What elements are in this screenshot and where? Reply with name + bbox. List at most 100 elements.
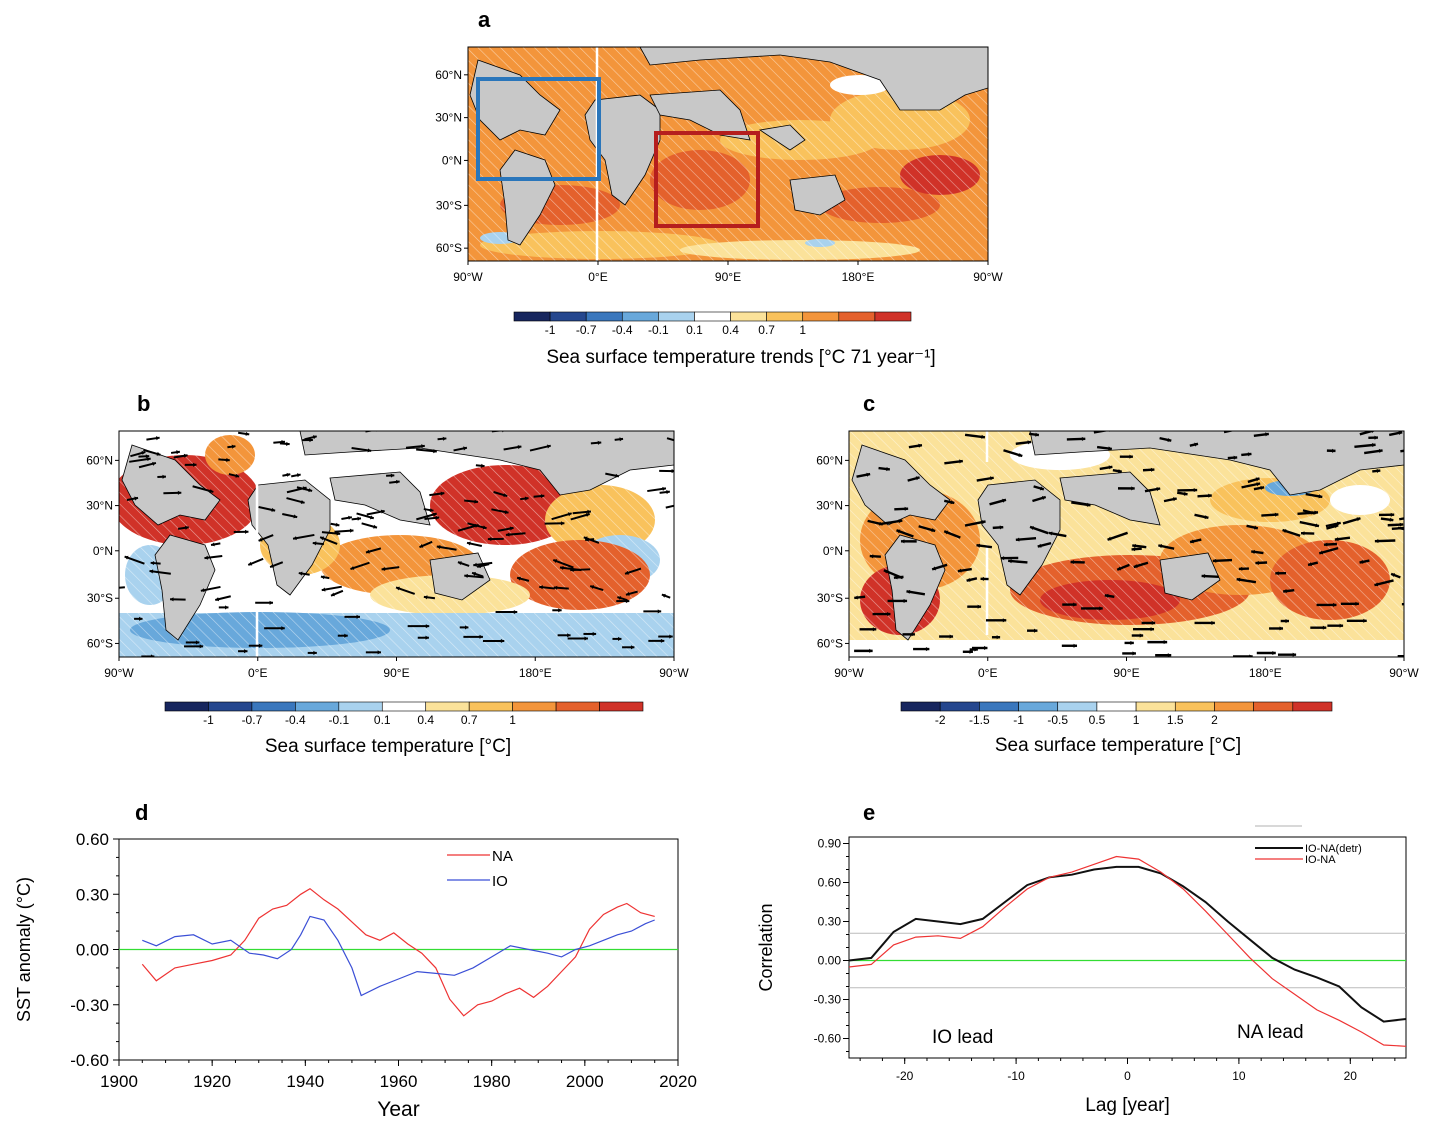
wind-vector-head: [1249, 654, 1253, 657]
wind-vector-head: [245, 529, 249, 534]
wind-vector-head: [657, 609, 662, 614]
wind-vector-head: [984, 645, 988, 651]
wind-vector-head: [320, 575, 325, 580]
wind-vector-head: [1292, 652, 1297, 657]
wind-vector-head: [1334, 524, 1339, 529]
wind-vector-head: [1333, 602, 1337, 607]
panel-c-label: c: [863, 391, 875, 416]
wind-vector-head: [585, 512, 590, 517]
colorbar-label: -0.1: [328, 713, 349, 727]
wind-vector-head: [150, 561, 155, 566]
wind-vector-head: [1167, 437, 1172, 442]
wind-vector-head: [423, 595, 428, 600]
wind-vector-head: [141, 450, 146, 455]
wind-vector-head: [1132, 543, 1136, 548]
lon-tick-label: 180°E: [519, 666, 552, 680]
wind-vector: [551, 512, 572, 521]
colorbar-label: -0.7: [576, 323, 597, 337]
wind-vector-head: [1251, 549, 1255, 554]
x-tick-label: 1900: [100, 1072, 138, 1091]
y-tick-label: -0.30: [70, 996, 109, 1015]
wind-vector-head: [433, 449, 437, 454]
wind-vector-head: [335, 522, 340, 527]
y-tick-label: 0.30: [76, 885, 109, 904]
wind-vector-head: [472, 571, 476, 576]
wind-vector-head: [440, 491, 445, 496]
wind-vector: [666, 437, 674, 442]
wind-vector-head: [1037, 543, 1042, 548]
colorbar-b: -1 -0.7 -0.4 -0.1 0.1 0.4 0.7 1: [164, 701, 644, 727]
panel-b-label: b: [137, 391, 150, 416]
wind-vector-head: [215, 597, 220, 602]
wind-vector-head: [1211, 620, 1215, 626]
wind-vector-head: [286, 441, 290, 446]
wind-vector-head: [678, 503, 682, 507]
map-b-lat-ticks: 60°N 30°N 0°N 30°S 60°S: [86, 453, 119, 650]
wind-vector-head: [660, 638, 665, 643]
wind-vector-head: [357, 516, 362, 521]
lon-tick-label: 0°E: [588, 270, 607, 284]
colorbar-swatch: [599, 701, 644, 712]
wind-vector-head: [587, 509, 591, 514]
wind-vector-head: [312, 541, 317, 546]
wind-vector-head: [1193, 488, 1198, 493]
wind-vector-head: [1117, 566, 1122, 571]
wind-vector-head: [1332, 448, 1336, 453]
wind-vector: [1107, 531, 1129, 541]
wind-vector-head: [559, 565, 564, 570]
wind-vector-head: [959, 459, 963, 464]
wind-vector-head: [969, 649, 973, 654]
wind-vector-head: [1405, 449, 1409, 453]
series-io-na-detr-: [848, 865, 1407, 1023]
wind-vector-head: [170, 597, 174, 602]
wind-vector-head: [1118, 469, 1122, 474]
wind-vector-head: [1378, 448, 1383, 453]
wind-vector-head: [245, 431, 250, 436]
wind-vector-head: [666, 490, 670, 495]
wind-vector-head: [258, 537, 263, 542]
wind-vector-head: [1183, 491, 1188, 496]
wind-vector-head: [1204, 515, 1209, 520]
lat-tick-label: 0°N: [442, 153, 462, 167]
wind-vector-head: [872, 627, 877, 632]
wind-vector-head: [977, 604, 982, 609]
colorbar-swatch: [208, 701, 253, 712]
wind-vector-head: [344, 633, 348, 638]
wind-vector-head: [540, 494, 545, 499]
wind-vector-head: [957, 568, 962, 573]
wind-vector-head: [1156, 487, 1161, 492]
wind-vector-head: [950, 500, 955, 505]
lat-tick-label: 30°S: [87, 591, 113, 605]
wind-vector-head: [1334, 537, 1339, 542]
wind-vector: [149, 570, 171, 575]
wind-vector-head: [886, 466, 890, 472]
wind-vector-head: [619, 437, 624, 442]
wind-vector-head: [500, 638, 505, 644]
wind-vector-head: [425, 635, 429, 640]
wind-vector-head: [1359, 559, 1364, 564]
lat-tick-label: 60°S: [436, 241, 462, 255]
wind-vector-head: [235, 473, 240, 478]
wind-vector-head: [517, 445, 522, 450]
colorbar-swatch: [694, 311, 731, 322]
wind-vector-head: [365, 549, 370, 554]
wind-vector-head: [669, 634, 673, 639]
wind-vector-head: [248, 561, 253, 566]
colorbar-swatch: [621, 311, 659, 322]
map-c: [848, 430, 1409, 658]
wind-vector-head: [904, 506, 909, 511]
wind-vector-head: [1314, 510, 1318, 515]
wind-vector-head: [546, 444, 551, 449]
wind-vector-head: [1356, 517, 1361, 522]
x-tick-label: 10: [1232, 1069, 1246, 1083]
wind-vector-head: [464, 625, 469, 630]
lat-tick-label: 30°N: [86, 499, 113, 513]
wind-vector-head: [479, 634, 483, 639]
wind-vector-head: [1027, 440, 1032, 445]
colorbar-label: 0.1: [686, 323, 703, 337]
wind-vector-head: [1002, 498, 1007, 503]
lat-tick-label: 60°N: [435, 68, 462, 82]
wind-vector-head: [509, 526, 514, 531]
lon-tick-label: 180°E: [1249, 666, 1282, 680]
wind-vector-head: [1374, 582, 1379, 587]
